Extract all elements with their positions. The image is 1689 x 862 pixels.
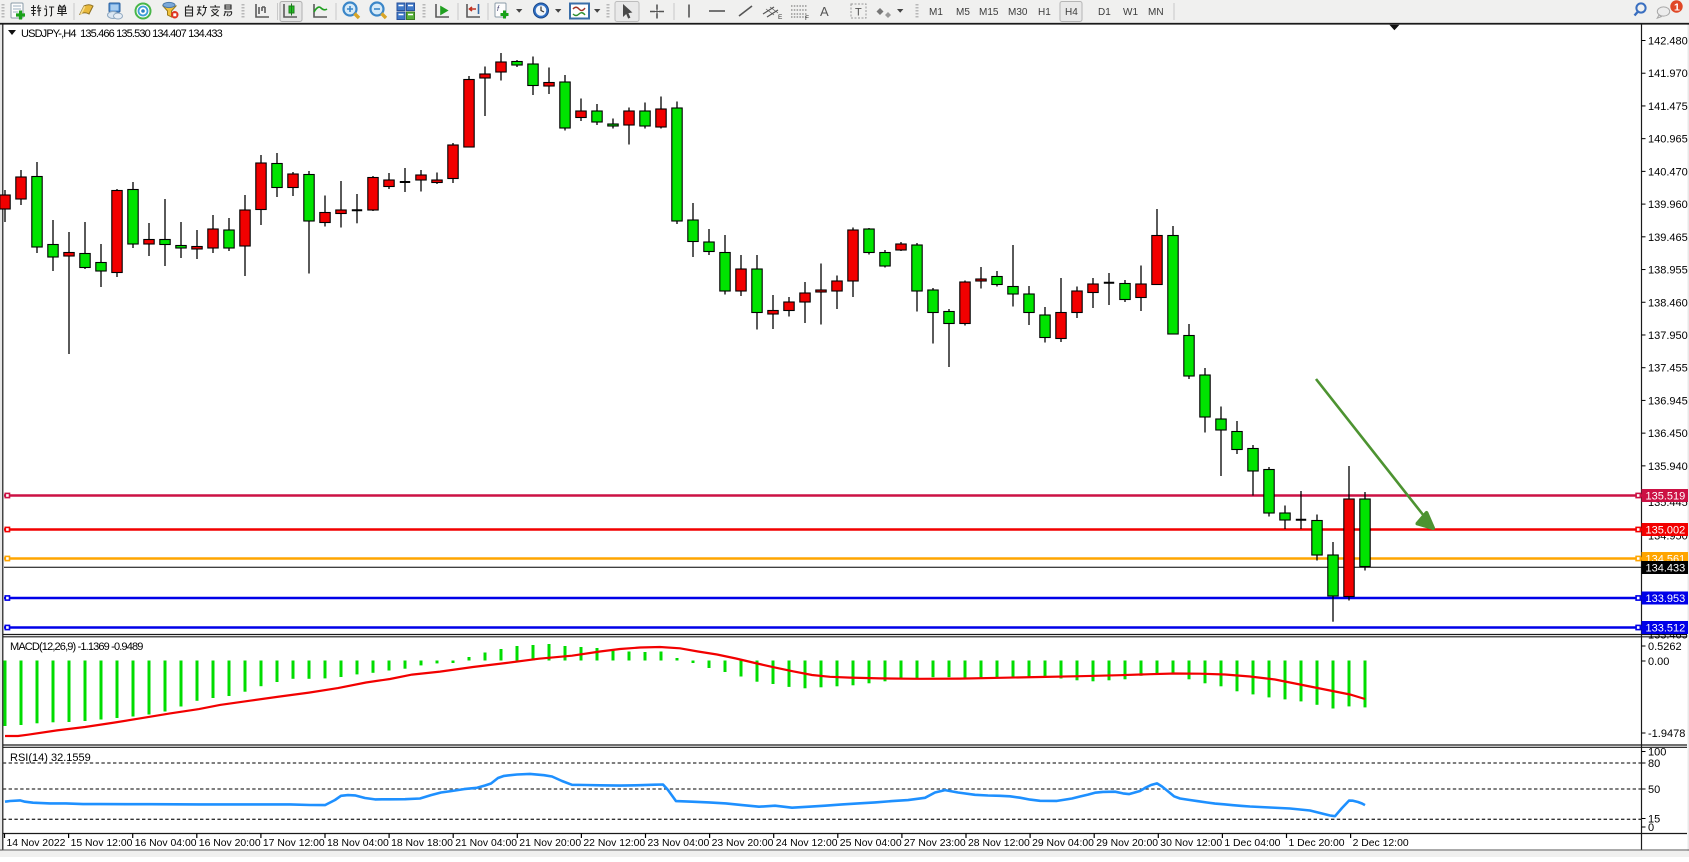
- svg-text:0: 0: [1648, 822, 1654, 834]
- svg-text:25 Nov 04:00: 25 Nov 04:00: [840, 838, 902, 849]
- svg-text:21 Nov 04:00: 21 Nov 04:00: [455, 838, 517, 849]
- svg-text:134.433: 134.433: [1646, 563, 1686, 575]
- svg-text:135.002: 135.002: [1646, 525, 1686, 537]
- svg-text:M15: M15: [979, 7, 999, 18]
- svg-text:17 Nov 12:00: 17 Nov 12:00: [263, 838, 325, 849]
- svg-text:29 Nov 04:00: 29 Nov 04:00: [1032, 838, 1094, 849]
- svg-text:22 Nov 12:00: 22 Nov 12:00: [583, 838, 645, 849]
- svg-text:M5: M5: [956, 7, 970, 18]
- svg-text:140.470: 140.470: [1648, 166, 1688, 178]
- svg-text:138.955: 138.955: [1648, 265, 1688, 277]
- svg-text:18 Nov 18:00: 18 Nov 18:00: [391, 838, 453, 849]
- svg-text:139.960: 139.960: [1648, 199, 1688, 211]
- svg-text:A: A: [820, 4, 829, 19]
- svg-text:18 Nov 04:00: 18 Nov 04:00: [327, 838, 389, 849]
- svg-text:135.519: 135.519: [1646, 491, 1686, 503]
- svg-text:133.512: 133.512: [1646, 623, 1686, 635]
- svg-text:29 Nov 20:00: 29 Nov 20:00: [1096, 838, 1158, 849]
- svg-text:W1: W1: [1123, 7, 1138, 18]
- svg-text:133.953: 133.953: [1646, 593, 1686, 605]
- svg-text:0.5262: 0.5262: [1648, 641, 1682, 653]
- svg-text:1 Dec 04:00: 1 Dec 04:00: [1224, 838, 1280, 849]
- svg-text:100: 100: [1648, 747, 1666, 759]
- svg-text:141.475: 141.475: [1648, 101, 1688, 113]
- svg-text:136.945: 136.945: [1648, 395, 1688, 407]
- svg-text:23 Nov 04:00: 23 Nov 04:00: [648, 838, 710, 849]
- svg-text:16 Nov 04:00: 16 Nov 04:00: [135, 838, 197, 849]
- svg-text:MN: MN: [1148, 7, 1164, 18]
- svg-text:15 Nov 12:00: 15 Nov 12:00: [71, 838, 133, 849]
- svg-text:M30: M30: [1008, 7, 1028, 18]
- svg-text:2 Dec 12:00: 2 Dec 12:00: [1353, 838, 1409, 849]
- svg-text:H1: H1: [1038, 7, 1051, 18]
- svg-text:F: F: [805, 15, 809, 22]
- svg-text:RSI(14) 32.1559: RSI(14) 32.1559: [10, 752, 91, 764]
- svg-text:141.970: 141.970: [1648, 68, 1688, 80]
- svg-text:0.00: 0.00: [1648, 656, 1669, 668]
- svg-text:135.940: 135.940: [1648, 461, 1688, 473]
- svg-text:136.450: 136.450: [1648, 428, 1688, 440]
- svg-text:139.465: 139.465: [1648, 232, 1688, 244]
- svg-text:140.965: 140.965: [1648, 134, 1688, 146]
- svg-text:-1.9478: -1.9478: [1648, 728, 1685, 740]
- svg-text:M1: M1: [929, 7, 943, 18]
- svg-text:137.455: 137.455: [1648, 363, 1688, 375]
- svg-text:138.460: 138.460: [1648, 297, 1688, 309]
- svg-text:14 Nov 2022: 14 Nov 2022: [7, 838, 66, 849]
- svg-text:137.950: 137.950: [1648, 330, 1688, 342]
- svg-text:80: 80: [1648, 758, 1660, 770]
- svg-text:USDJPY-,H4 135.466 135.530 13: USDJPY-,H4 135.466 135.530 134.407 134.4…: [21, 28, 223, 40]
- svg-text:H4: H4: [1065, 7, 1078, 18]
- svg-text:30 Nov 12:00: 30 Nov 12:00: [1160, 838, 1222, 849]
- svg-text:21 Nov 20:00: 21 Nov 20:00: [519, 838, 581, 849]
- svg-text:27 Nov 23:00: 27 Nov 23:00: [904, 838, 966, 849]
- svg-text:23 Nov 20:00: 23 Nov 20:00: [712, 838, 774, 849]
- svg-text:50: 50: [1648, 784, 1660, 796]
- svg-text:16 Nov 20:00: 16 Nov 20:00: [199, 838, 261, 849]
- svg-text:D1: D1: [1098, 7, 1111, 18]
- svg-text:MACD(12,26,9) -1.1369 -0.9489: MACD(12,26,9) -1.1369 -0.9489: [10, 641, 143, 653]
- svg-text:28 Nov 12:00: 28 Nov 12:00: [968, 838, 1030, 849]
- svg-text:24 Nov 12:00: 24 Nov 12:00: [776, 838, 838, 849]
- svg-text:E: E: [778, 14, 783, 21]
- svg-text:T: T: [855, 7, 862, 19]
- svg-text:142.480: 142.480: [1648, 36, 1688, 48]
- svg-text:1 Dec 20:00: 1 Dec 20:00: [1289, 838, 1345, 849]
- svg-text:1: 1: [1674, 2, 1680, 14]
